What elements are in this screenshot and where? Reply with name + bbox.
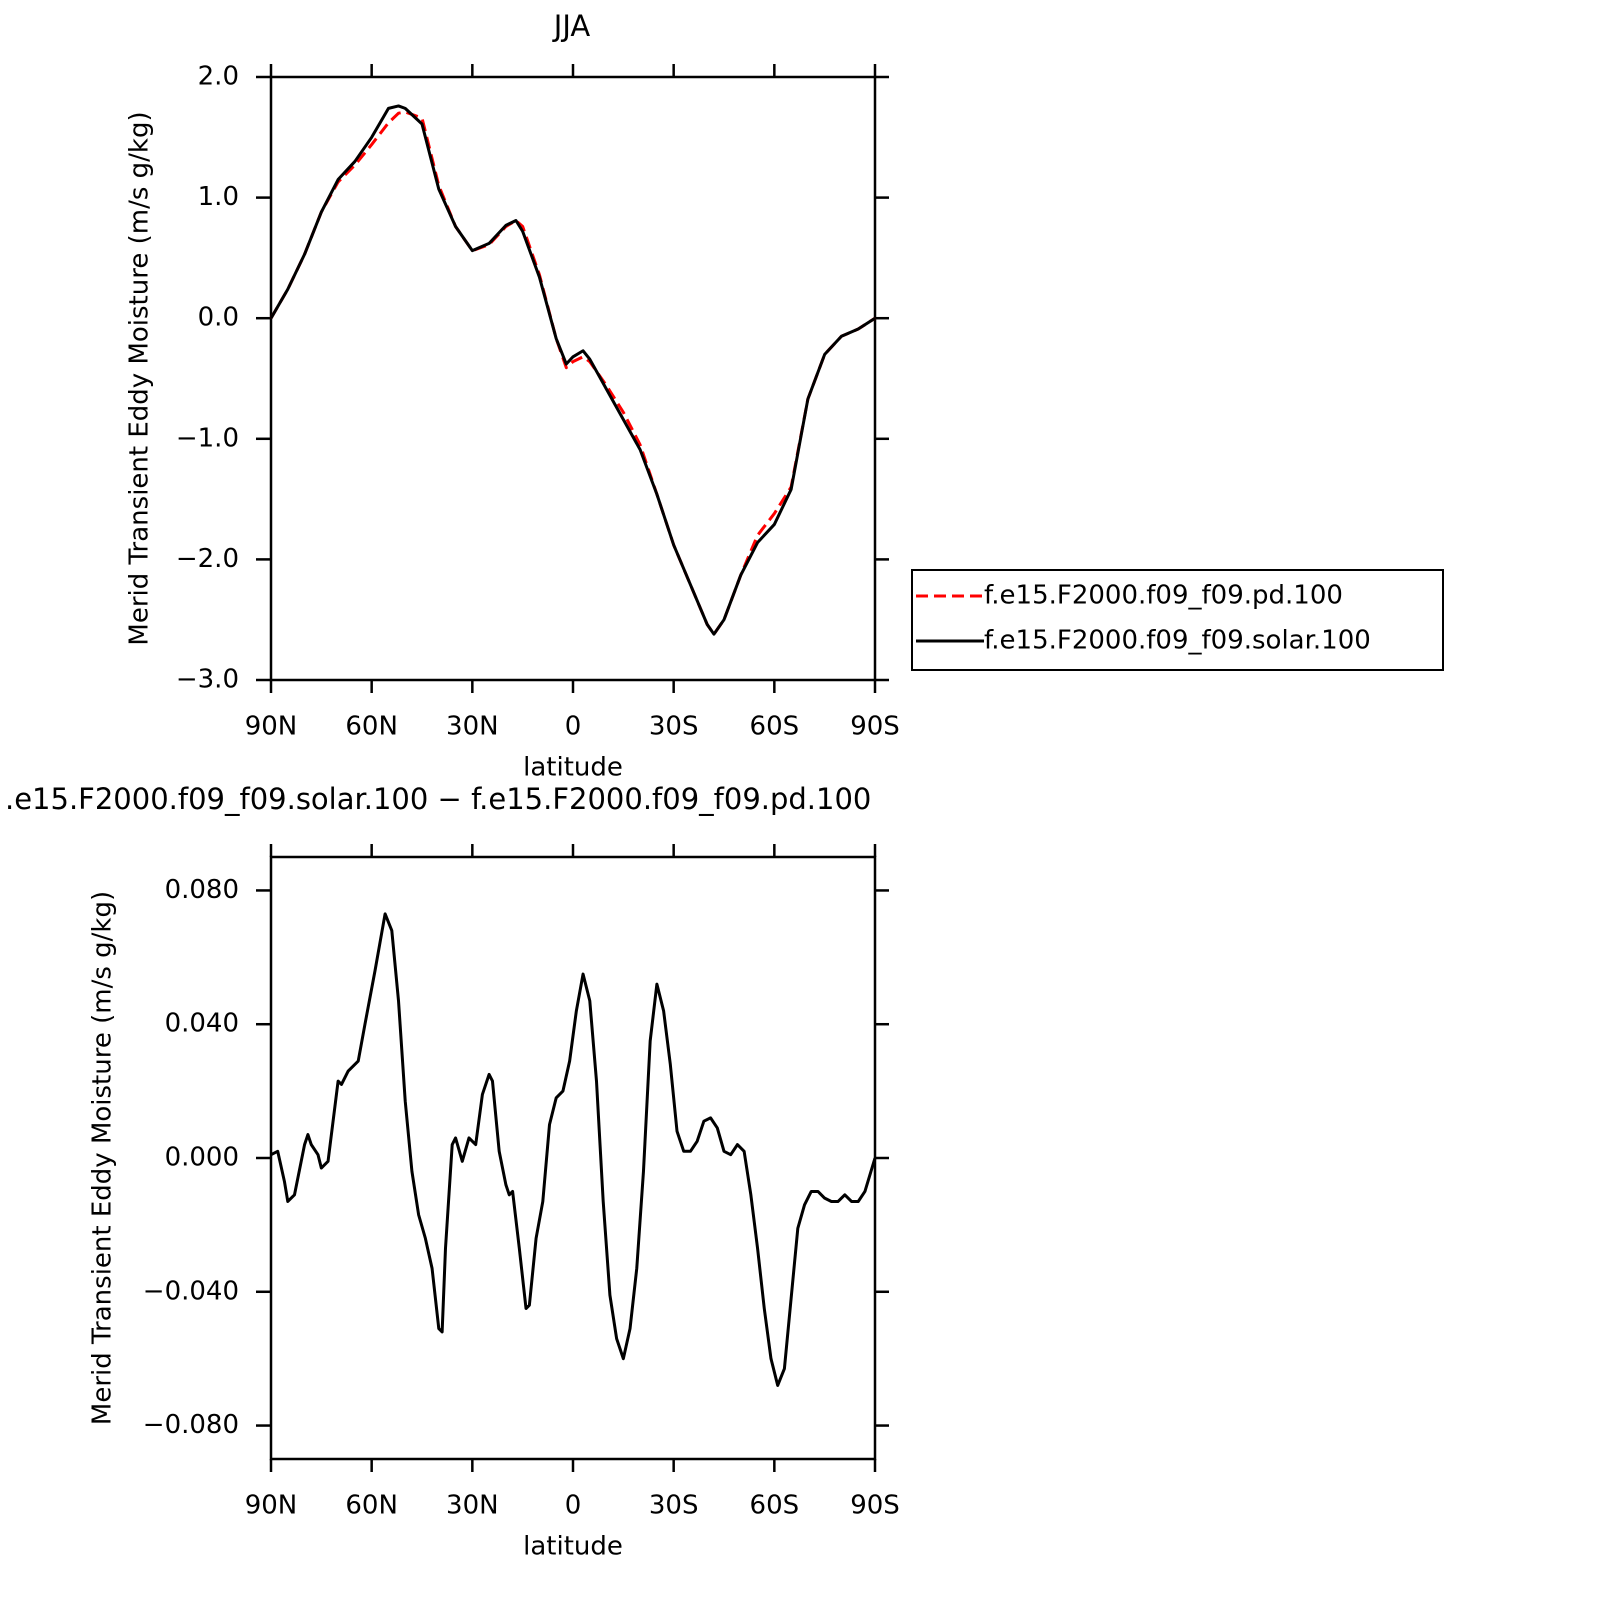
y-tick-label: −1.0 [176, 423, 239, 453]
x-tick-label: 30S [649, 712, 699, 742]
y-tick-label: 0.000 [165, 1143, 239, 1173]
panel: JJA 90N 60N 30N 0 30S 60S 90S 2.0 1.0 0.0 −1.0 −2.0 −… [125, 9, 1444, 783]
y-tick-label: −0.080 [143, 1410, 239, 1440]
chart-title: JJA [552, 9, 591, 43]
panel: .e15.F2000.f09_f09.solar.100 − f.e15.F20… [5, 782, 900, 1562]
y-tick-label: 2.0 [198, 62, 239, 92]
y-tick-label: 0.0 [198, 303, 239, 333]
x-tick-label: 0 [565, 712, 582, 742]
legend: f.e15.F2000.f09_f09.pd.100 f.e15.F2000.f0… [911, 569, 1444, 671]
y-tick-label: −3.0 [176, 665, 239, 695]
y-tick-label: 0.040 [165, 1009, 239, 1039]
series-line [269, 110, 876, 636]
x-tick-label: 60S [750, 712, 800, 742]
series-line [269, 104, 876, 636]
legend-label: f.e15.F2000.f09_f09.solar.100 [984, 626, 1371, 656]
x-tick-label: 0 [565, 1491, 582, 1521]
x-tick-label: 60S [750, 1491, 800, 1521]
y-tick-label: 0.080 [165, 875, 239, 905]
x-tick-label: 30N [446, 1491, 499, 1521]
y-tick-label: −0.040 [143, 1276, 239, 1306]
x-tick-label: 60N [345, 1491, 398, 1521]
legend-box [911, 569, 1444, 671]
x-tick-label: 90N [245, 712, 298, 742]
x-axis-label: latitude [523, 1532, 623, 1562]
x-tick-label: 90S [850, 712, 900, 742]
x-tick-label: 60N [345, 712, 398, 742]
series-line [270, 912, 877, 1387]
chart-title: .e15.F2000.f09_f09.solar.100 − f.e15.F20… [5, 782, 871, 816]
x-tick-label: 90N [245, 1491, 298, 1521]
x-axis-label: latitude [523, 753, 623, 783]
x-tick-label: 90S [850, 1491, 900, 1521]
x-tick-label: 30S [649, 1491, 699, 1521]
y-tick-label: 1.0 [198, 182, 239, 212]
y-axis-label: Merid Transient Eddy Moisture (m/s g/kg) [125, 111, 155, 645]
legend-label: f.e15.F2000.f09_f09.pd.100 [984, 581, 1343, 611]
y-axis-label: Merid Transient Eddy Moisture (m/s g/kg) [88, 891, 118, 1425]
plot-frame [269, 75, 877, 682]
y-tick-label: −2.0 [176, 544, 239, 574]
x-tick-label: 30N [446, 712, 499, 742]
